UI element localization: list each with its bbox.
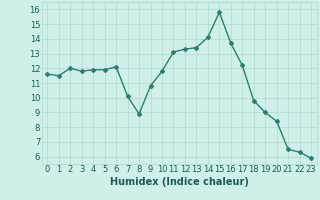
X-axis label: Humidex (Indice chaleur): Humidex (Indice chaleur) bbox=[110, 177, 249, 187]
